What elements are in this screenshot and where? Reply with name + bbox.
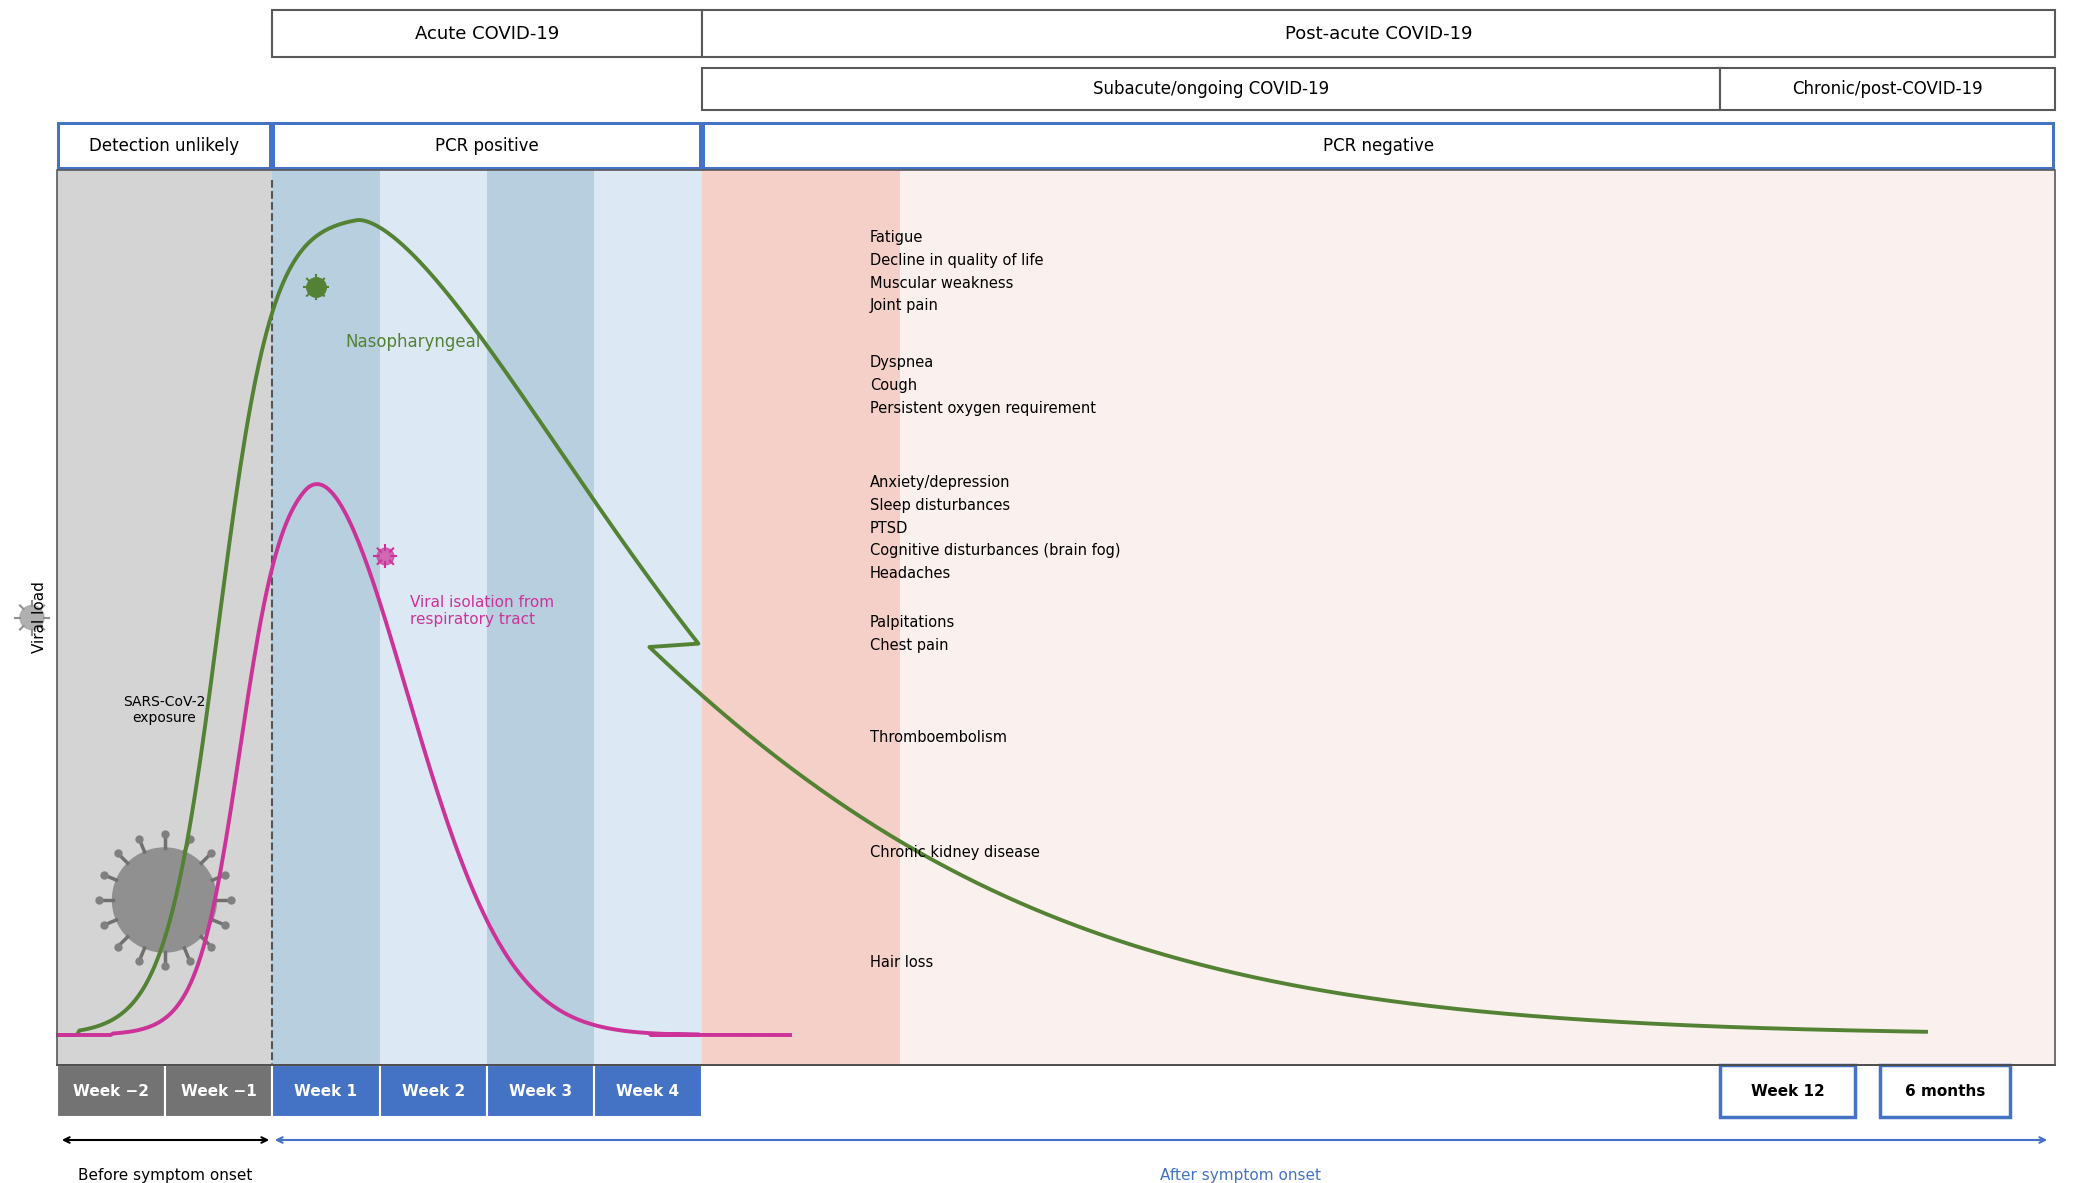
Bar	[899, 170, 2055, 1065]
Text: PCR positive: PCR positive	[435, 137, 539, 155]
Text: Dyspnea
Cough
Persistent oxygen requirement: Dyspnea Cough Persistent oxygen requirem…	[870, 355, 1095, 415]
Bar	[702, 67, 1720, 110]
Bar	[273, 1065, 381, 1117]
Bar	[56, 122, 2055, 170]
Text: Thromboembolism: Thromboembolism	[870, 730, 1008, 745]
Text: Chronic kidney disease: Chronic kidney disease	[870, 845, 1039, 860]
Bar	[273, 170, 381, 1065]
Text: Acute COVID-19: Acute COVID-19	[414, 25, 560, 43]
Text: Week −2: Week −2	[73, 1084, 150, 1099]
Bar	[1720, 67, 2055, 110]
Text: 6 months: 6 months	[1905, 1084, 1986, 1099]
Bar	[593, 170, 702, 1065]
Text: Fatigue
Decline in quality of life
Muscular weakness
Joint pain: Fatigue Decline in quality of life Muscu…	[870, 230, 1043, 313]
Bar	[1880, 1065, 2009, 1117]
Text: Week −1: Week −1	[181, 1084, 256, 1099]
Bar	[56, 170, 2055, 1065]
Text: Week 1: Week 1	[294, 1084, 358, 1099]
Bar	[273, 9, 702, 57]
Text: Post-acute COVID-19: Post-acute COVID-19	[1285, 25, 1472, 43]
Bar	[381, 170, 487, 1065]
Bar	[60, 125, 269, 167]
Text: Hair loss: Hair loss	[870, 955, 933, 970]
Text: Anxiety/depression
Sleep disturbances
PTSD
Cognitive disturbances (brain fog)
He: Anxiety/depression Sleep disturbances PT…	[870, 476, 1120, 581]
Text: Week 12: Week 12	[1751, 1084, 1824, 1099]
Bar	[275, 125, 700, 167]
Bar	[487, 1065, 593, 1117]
Text: Viral isolation from
respiratory tract: Viral isolation from respiratory tract	[410, 595, 554, 627]
Bar	[164, 1065, 273, 1117]
Circle shape	[112, 848, 217, 952]
Text: After symptom onset: After symptom onset	[1160, 1168, 1322, 1183]
Bar	[593, 1065, 702, 1117]
Bar	[1720, 1065, 1855, 1117]
Text: PCR negative: PCR negative	[1322, 137, 1434, 155]
Bar	[706, 125, 2053, 167]
Bar	[702, 170, 899, 1065]
Text: SARS-CoV-2
exposure: SARS-CoV-2 exposure	[123, 694, 206, 725]
Text: Chronic/post-COVID-19: Chronic/post-COVID-19	[1793, 80, 1982, 98]
Text: Viral load: Viral load	[31, 582, 46, 653]
Text: Week 4: Week 4	[616, 1084, 679, 1099]
Text: Palpitations
Chest pain: Palpitations Chest pain	[870, 615, 956, 653]
Text: Before symptom onset: Before symptom onset	[79, 1168, 252, 1183]
Text: Week 3: Week 3	[508, 1084, 573, 1099]
Text: Nasopharyngeal: Nasopharyngeal	[346, 334, 481, 351]
Circle shape	[21, 606, 44, 629]
Text: Week 2: Week 2	[402, 1084, 464, 1099]
Bar	[487, 170, 593, 1065]
Text: Detection unlikely: Detection unlikely	[90, 137, 239, 155]
Bar	[56, 170, 273, 1065]
Text: Subacute/ongoing COVID-19: Subacute/ongoing COVID-19	[1093, 80, 1328, 98]
Bar	[381, 1065, 487, 1117]
Bar	[56, 1065, 164, 1117]
Bar	[702, 9, 2055, 57]
